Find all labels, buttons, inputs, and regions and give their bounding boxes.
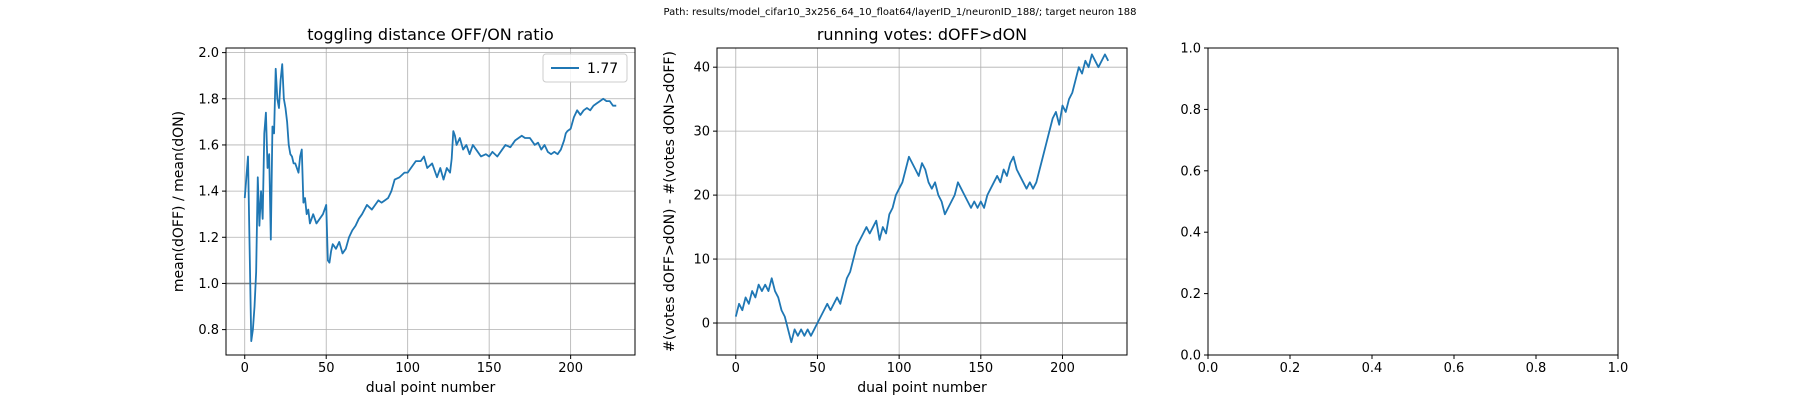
y-tick-label: 1.4 xyxy=(198,185,219,200)
figure-suptitle: Path: results/model_cifar10_3x256_64_10_… xyxy=(664,7,1137,18)
y-tick-label: 30 xyxy=(693,125,710,140)
y-tick-label: 1.0 xyxy=(198,277,219,292)
x-tick-label: 50 xyxy=(318,361,335,376)
x-tick-label: 0.2 xyxy=(1280,361,1301,376)
x-tick-label: 50 xyxy=(809,361,826,376)
x-tick-label: 1.0 xyxy=(1608,361,1629,376)
y-tick-label: 0.0 xyxy=(1180,349,1201,364)
ratio-chart: 0 50 100 150 200 0.8 1.0 1.2 1.4 1.6 1.8 2.0 togglin… xyxy=(171,25,636,396)
axes-frame xyxy=(225,47,636,356)
y-tick-label: 0.8 xyxy=(1180,103,1201,118)
y-tick-label: 1.2 xyxy=(198,231,219,246)
y-axis-label: #(votes dOFF>dON) - #(votes dON>dOFF) xyxy=(662,51,678,352)
x-axis-label: dual point number xyxy=(366,380,496,396)
legend-label: 1.77 xyxy=(587,61,618,77)
x-tick-label: 100 xyxy=(887,361,912,376)
series-line xyxy=(734,53,1110,344)
y-tick-label: 1.6 xyxy=(198,138,219,153)
x-tick-label: 0 xyxy=(732,361,740,376)
empty-axes-chart: 0.0 0.2 0.4 0.6 0.8 1.0 0.0 0.2 0.4 0.6 0.8 1.0 xyxy=(1180,42,1628,377)
series-line xyxy=(243,63,617,343)
x-axis-label: dual point number xyxy=(857,380,987,396)
x-tick-label: 0 xyxy=(241,361,249,376)
x-tick-label: 150 xyxy=(477,361,502,376)
y-tick-label: 20 xyxy=(693,189,710,204)
x-tick-label: 200 xyxy=(1050,361,1075,376)
axes-frame xyxy=(716,47,1128,356)
legend-box xyxy=(542,53,628,83)
y-tick-label: 40 xyxy=(693,61,710,76)
x-tick-label: 0.0 xyxy=(1198,361,1219,376)
x-tick-label: 0.6 xyxy=(1444,361,1465,376)
y-tick-label: 0 xyxy=(702,317,710,332)
y-axis-label: mean(dOFF) / mean(dON) xyxy=(171,111,187,292)
y-tick-label: 0.6 xyxy=(1180,164,1201,179)
y-tick-label: 1.0 xyxy=(1180,42,1201,57)
x-tick-label: 0.4 xyxy=(1362,361,1383,376)
y-tick-label: 10 xyxy=(693,253,710,268)
chart-title: running votes: dOFF>dON xyxy=(817,25,1027,44)
chart-title: toggling distance OFF/ON ratio xyxy=(307,25,553,44)
y-tick-label: 0.8 xyxy=(198,323,219,338)
y-tick-label: 0.2 xyxy=(1180,287,1201,302)
x-tick-label: 200 xyxy=(558,361,583,376)
y-tick-label: 0.4 xyxy=(1180,226,1201,241)
votes-chart: 0 50 100 150 200 0 10 20 30 40 running votes: dOFF… xyxy=(662,25,1128,396)
x-tick-label: 150 xyxy=(968,361,993,376)
axes-frame xyxy=(1207,47,1619,356)
x-tick-label: 100 xyxy=(395,361,420,376)
y-tick-label: 1.8 xyxy=(198,92,219,107)
y-tick-label: 2.0 xyxy=(198,46,219,61)
x-tick-label: 0.8 xyxy=(1526,361,1547,376)
